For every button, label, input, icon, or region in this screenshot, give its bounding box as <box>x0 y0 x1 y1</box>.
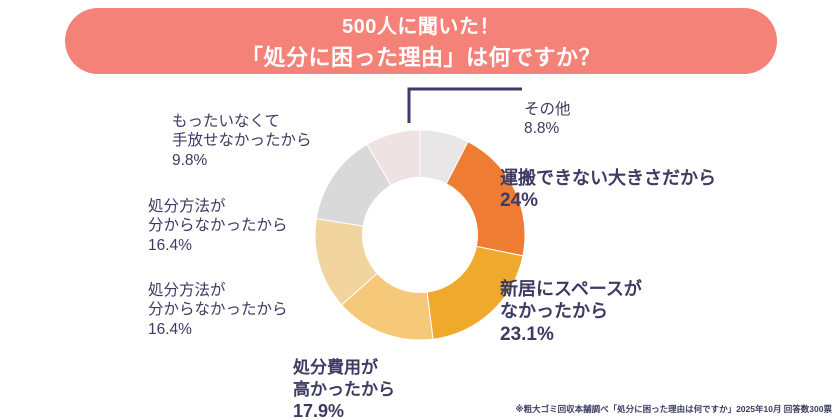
label-method-2-name: 処分方法が 分からなかったから <box>148 281 288 319</box>
banner-line-2: 「処分に困った理由」は何ですか？ <box>240 45 601 70</box>
banner-line-1: 500人に聞いた！ <box>342 16 500 38</box>
label-mottainai: もったいなくて 手放せなかったから 9.8% <box>172 92 312 190</box>
label-method-1-pct: 16.4% <box>148 236 192 254</box>
label-mottainai-name: もったいなくて 手放せなかったから <box>172 112 312 150</box>
label-method-2: 処分方法が 分からなかったから 16.4% <box>148 261 288 359</box>
donut-hole <box>362 177 478 293</box>
label-cost: 処分費用が 高かったから 17.9% <box>293 336 395 420</box>
label-other: その他 8.8% <box>524 80 571 158</box>
donut-chart <box>313 128 527 342</box>
label-cost-pct: 17.9% <box>293 401 345 420</box>
label-mottainai-pct: 9.8% <box>172 151 208 169</box>
leader-line-other <box>407 87 522 123</box>
label-transport-pct: 24% <box>500 190 539 212</box>
label-transport-name: 運搬できない大きさだから <box>500 167 716 188</box>
label-other-pct: 8.8% <box>524 120 560 138</box>
label-space-name: 新居にスペースが なかったから <box>500 278 642 322</box>
label-space: 新居にスペースが なかったから 23.1% <box>500 255 642 370</box>
source-footnote: ※粗大ゴミ回収本舗調べ「処分に困った理由は何ですか」2025年10月 回答数30… <box>515 404 832 414</box>
label-transport: 運搬できない大きさだから 24% <box>500 144 716 236</box>
label-method-2-pct: 16.4% <box>148 320 192 338</box>
label-cost-name: 処分費用が 高かったから <box>293 358 395 399</box>
label-method-1: 処分方法が 分からなかったから 16.4% <box>148 177 288 275</box>
label-other-name: その他 <box>524 100 571 118</box>
title-banner: 500人に聞いた！ 「処分に困った理由」は何ですか？ <box>65 8 777 74</box>
label-method-1-name: 処分方法が 分からなかったから <box>148 197 288 235</box>
label-space-pct: 23.1% <box>500 324 554 346</box>
donut-svg <box>314 129 526 341</box>
